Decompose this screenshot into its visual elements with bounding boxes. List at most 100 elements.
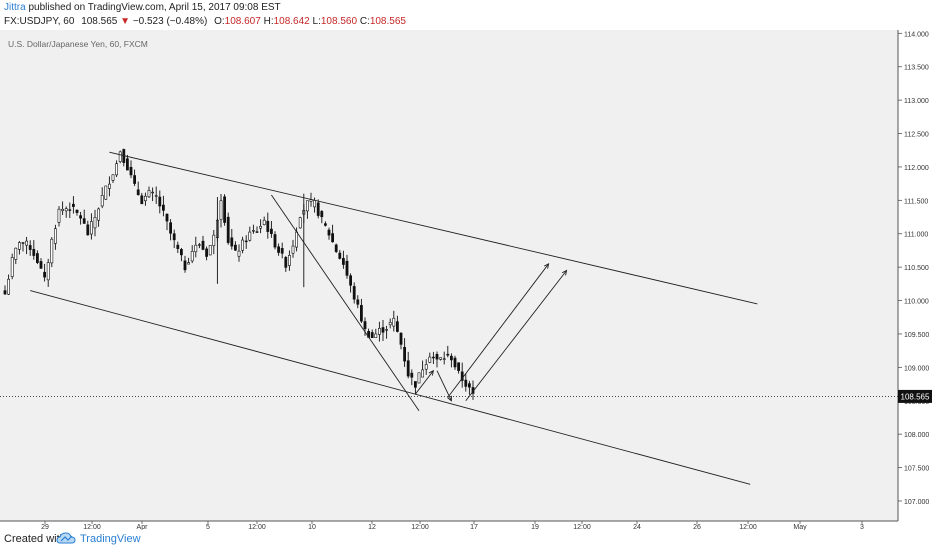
candle-body bbox=[208, 245, 212, 256]
candle-body bbox=[234, 244, 237, 251]
x-tick-label: 24 bbox=[633, 524, 641, 530]
published-text: published on TradingView.com, April 15, … bbox=[28, 2, 281, 13]
last-price-marker: 108.565 bbox=[0, 389, 932, 403]
candle-body bbox=[273, 234, 277, 248]
candle-body bbox=[93, 216, 97, 229]
candle-body bbox=[57, 208, 61, 223]
candle-body bbox=[280, 248, 284, 254]
x-axis-ticks: 29 12:00 Apr 5 12:00 10 12 12:00 17 19 12:00 24 26 12… bbox=[41, 521, 864, 530]
candle-body bbox=[194, 244, 198, 253]
candle-body bbox=[7, 278, 11, 295]
candle-body bbox=[147, 190, 151, 198]
candle-body bbox=[338, 252, 342, 259]
candle-body bbox=[359, 305, 363, 322]
candle-body bbox=[467, 383, 471, 388]
tradingview-brand[interactable]: TradingView bbox=[80, 533, 141, 545]
created-with-text: Created with bbox=[4, 533, 66, 545]
candle-body bbox=[187, 262, 191, 265]
y-tick-label: 109.000 bbox=[904, 365, 929, 372]
x-tick-label: 12 bbox=[368, 524, 376, 530]
candle-body bbox=[126, 158, 129, 171]
candle-body bbox=[316, 202, 320, 216]
y-tick-label: 107.000 bbox=[904, 499, 929, 506]
candle-body bbox=[50, 238, 54, 264]
x-tick-label: Apr bbox=[137, 524, 149, 530]
candle-body bbox=[341, 258, 345, 265]
candle-body bbox=[388, 322, 392, 326]
candle-body bbox=[464, 379, 468, 387]
candle-body bbox=[205, 248, 209, 257]
candle-body bbox=[334, 244, 338, 252]
candle-body bbox=[190, 251, 194, 262]
candle-body bbox=[169, 222, 173, 234]
candle-body bbox=[223, 196, 227, 223]
candle-body bbox=[291, 245, 295, 254]
publish-info: Jittra published on TradingView.com, Apr… bbox=[4, 2, 281, 13]
plot-area[interactable] bbox=[0, 30, 898, 521]
candle-body bbox=[284, 257, 288, 268]
candle-body bbox=[431, 356, 435, 359]
x-tick-label: 12:00 bbox=[248, 524, 266, 530]
chart-header: Jittra published on TradingView.com, Apr… bbox=[0, 0, 932, 30]
y-tick-label: 108.000 bbox=[904, 432, 929, 439]
author-link[interactable]: Jittra bbox=[4, 2, 26, 13]
candle-body bbox=[392, 317, 396, 327]
close-label: C: bbox=[359, 16, 370, 27]
x-tick-label: 12:00 bbox=[739, 524, 757, 530]
time-axis[interactable] bbox=[0, 521, 898, 530]
candle-body bbox=[435, 354, 439, 360]
candle-body bbox=[129, 166, 133, 176]
upper-channel-line bbox=[109, 151, 758, 305]
candle-body bbox=[345, 260, 349, 276]
x-tick-label: 17 bbox=[470, 524, 478, 530]
candle-body bbox=[32, 249, 36, 256]
candle-body bbox=[327, 229, 331, 236]
high-label: H: bbox=[263, 16, 274, 27]
y-tick-label: 109.500 bbox=[904, 332, 929, 339]
candle-body bbox=[183, 260, 187, 271]
x-tick-label: 3 bbox=[860, 524, 864, 530]
x-tick-label: 12:00 bbox=[411, 524, 429, 530]
candle-body bbox=[320, 211, 324, 218]
price-chart[interactable]: U.S. Dollar/Japanese Yen, 60, FXCM 114.0… bbox=[0, 30, 932, 530]
y-tick-label: 111.500 bbox=[904, 198, 928, 205]
x-tick-label: 10 bbox=[308, 524, 316, 530]
symbol-label[interactable]: FX:USDJPY, 60 bbox=[4, 16, 75, 27]
candle-body bbox=[79, 215, 83, 219]
candle-body bbox=[298, 217, 302, 229]
candle-body bbox=[133, 175, 137, 184]
candle-body bbox=[356, 299, 360, 305]
candle-body bbox=[115, 163, 119, 176]
price-axis[interactable] bbox=[898, 30, 932, 521]
candle-body bbox=[165, 213, 169, 222]
candle-body bbox=[144, 195, 147, 202]
candle-body bbox=[248, 231, 252, 241]
candle-body bbox=[82, 218, 86, 224]
candle-body bbox=[252, 230, 255, 232]
chart-title: U.S. Dollar/Japanese Yen, 60, FXCM bbox=[8, 39, 148, 49]
arrowhead-icon bbox=[561, 269, 568, 276]
y-tick-label: 114.000 bbox=[904, 31, 929, 38]
candle-body bbox=[72, 203, 75, 207]
x-tick-label: May bbox=[793, 524, 807, 530]
candle-body bbox=[108, 183, 111, 189]
last-price-label: 108.565 bbox=[901, 392, 930, 401]
candle-body bbox=[363, 321, 367, 330]
candle-body bbox=[86, 224, 90, 236]
candle-body bbox=[226, 216, 230, 243]
candle-body bbox=[198, 244, 201, 246]
candle-body bbox=[381, 327, 385, 333]
ohlc-legend: FX:USDJPY, 60 108.565 ▼ −0.523 (−0.48%) … bbox=[4, 16, 406, 27]
x-tick-label: 12:00 bbox=[83, 524, 101, 530]
candle-body bbox=[323, 223, 327, 226]
candle-body bbox=[21, 242, 25, 244]
candle-body bbox=[172, 233, 176, 241]
x-tick-label: 29 bbox=[41, 524, 49, 530]
candle-body bbox=[385, 329, 389, 331]
y-tick-label: 110.500 bbox=[904, 265, 929, 272]
candle-body bbox=[28, 245, 32, 250]
candle-body bbox=[453, 357, 457, 368]
candle-body bbox=[3, 290, 7, 295]
y-tick-label: 110.000 bbox=[904, 299, 929, 306]
y-tick-label: 112.000 bbox=[904, 165, 929, 172]
